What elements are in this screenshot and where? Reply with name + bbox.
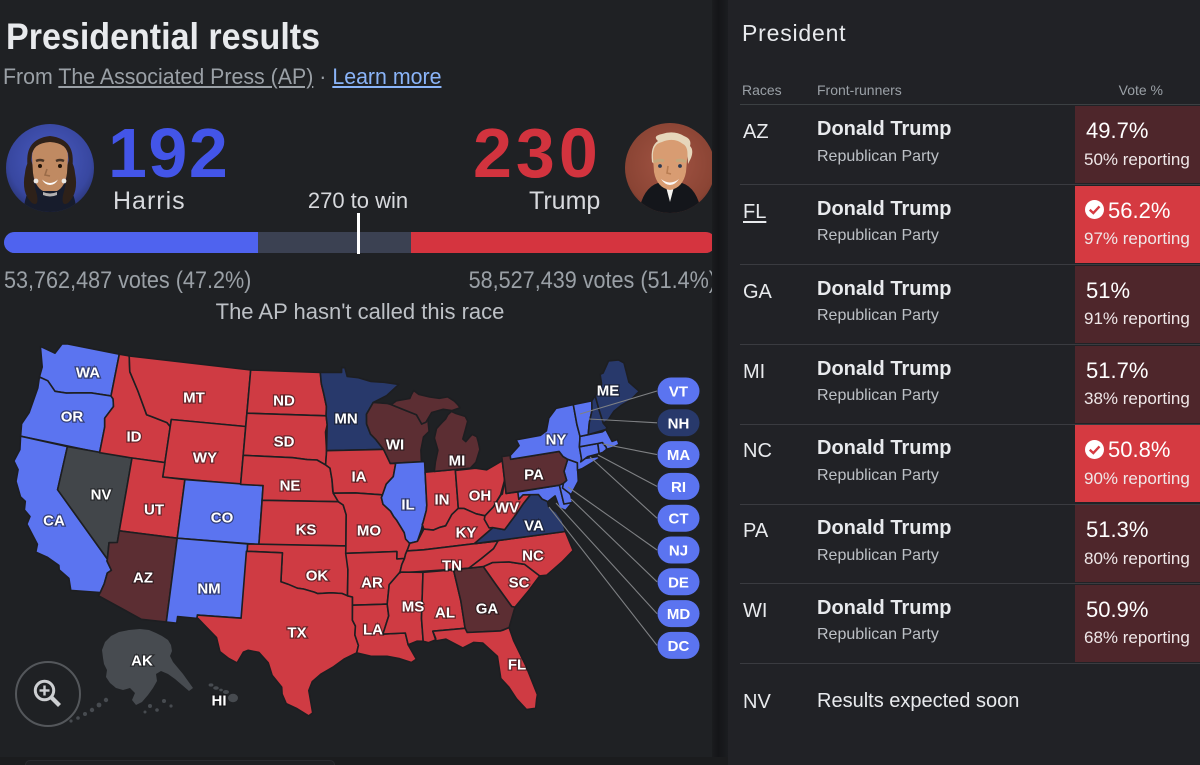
svg-text:WV: WV [495,500,519,517]
svg-text:RI: RI [671,479,686,496]
svg-text:CT: CT [669,511,689,528]
svg-text:AL: AL [435,605,455,622]
svg-text:OR: OR [61,409,84,426]
svg-text:AR: AR [361,575,383,592]
svg-text:CA: CA [43,513,65,530]
svg-text:MT: MT [183,390,205,407]
svg-text:AZ: AZ [133,570,153,587]
svg-text:MD: MD [667,606,690,623]
svg-text:TX: TX [287,625,306,642]
svg-text:PA: PA [524,467,544,484]
svg-text:OH: OH [469,488,492,505]
svg-text:DC: DC [668,638,690,655]
svg-text:OK: OK [306,568,329,585]
svg-text:KS: KS [296,522,317,539]
svg-text:DE: DE [668,574,689,591]
svg-text:CO: CO [211,510,234,527]
svg-text:SD: SD [274,434,295,451]
svg-text:MO: MO [357,523,381,540]
svg-text:WY: WY [193,450,217,467]
svg-text:NH: NH [668,415,690,432]
svg-text:NY: NY [546,432,567,449]
svg-text:NM: NM [197,581,220,598]
svg-text:KY: KY [456,525,477,542]
svg-text:WI: WI [386,437,404,454]
svg-text:GA: GA [476,601,499,618]
svg-text:IA: IA [352,469,367,486]
svg-text:WA: WA [76,365,100,382]
svg-text:UT: UT [144,502,164,519]
svg-text:VA: VA [524,518,544,535]
svg-text:FL: FL [508,657,526,674]
svg-text:ND: ND [273,393,295,410]
svg-text:SC: SC [509,575,530,592]
svg-text:IL: IL [401,497,414,514]
svg-text:NV: NV [91,487,112,504]
svg-text:ID: ID [127,429,142,446]
svg-text:NC: NC [522,548,544,565]
svg-text:ME: ME [597,383,620,400]
svg-text:HI: HI [212,693,227,710]
svg-text:MI: MI [449,453,466,470]
svg-text:VT: VT [669,384,688,401]
svg-text:AK: AK [131,653,153,670]
svg-text:MA: MA [667,447,690,464]
svg-text:MS: MS [402,599,425,616]
svg-text:TN: TN [442,558,462,575]
svg-text:NJ: NJ [669,543,688,560]
svg-text:MN: MN [334,411,357,428]
svg-text:LA: LA [363,622,383,639]
svg-text:IN: IN [435,492,450,509]
svg-text:NE: NE [280,478,301,495]
